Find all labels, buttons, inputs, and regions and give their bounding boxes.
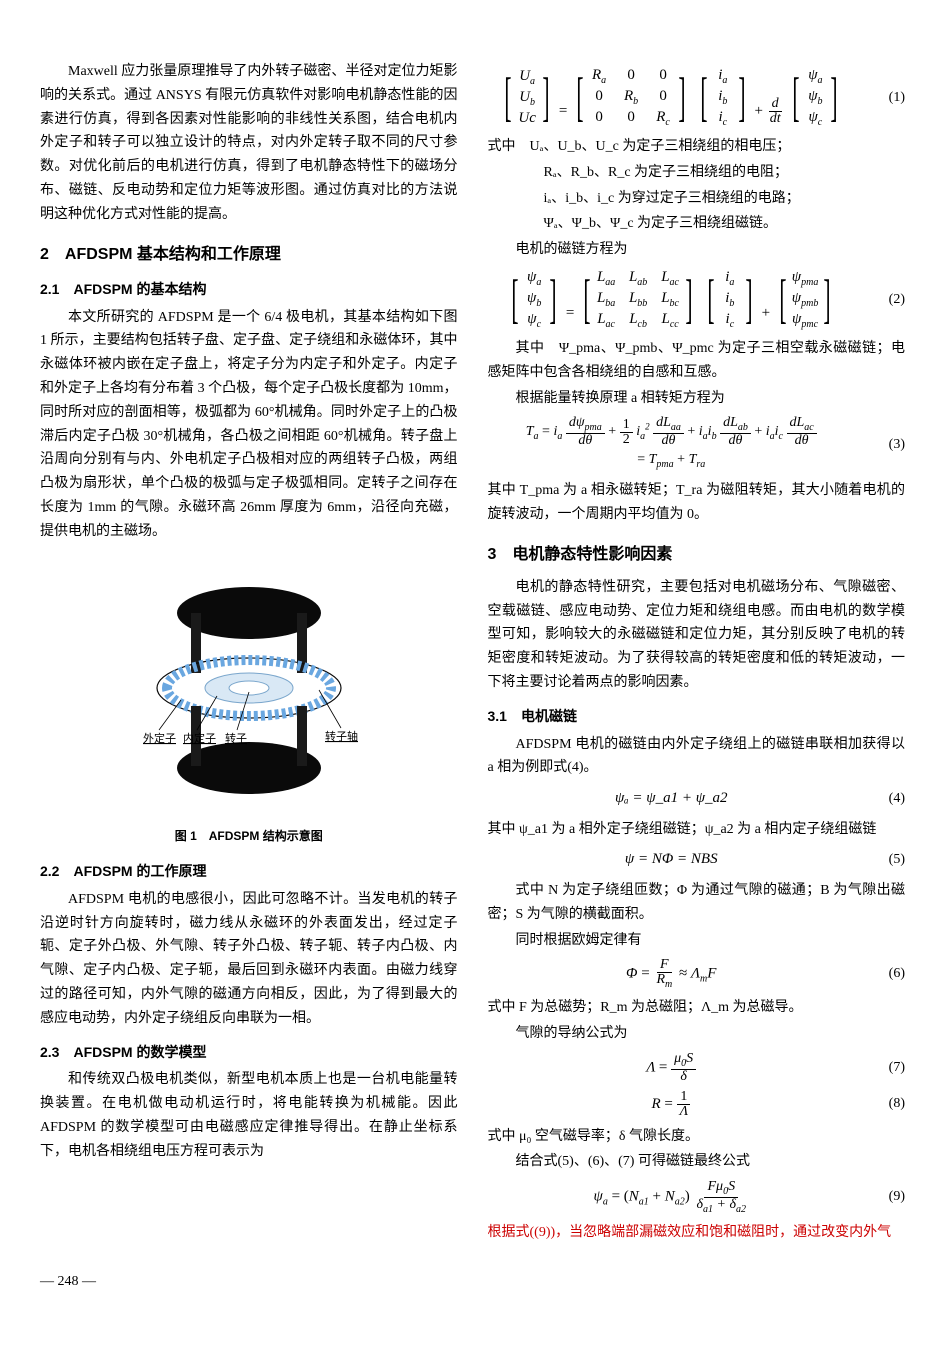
equation-6-number: (6)	[855, 962, 905, 986]
p31a: AFDSPM 电机的磁链由内外定子绕组上的磁链串联相加获得以 a 相为例即式(4…	[488, 733, 906, 781]
equation-2-number: (2)	[855, 288, 905, 312]
section-3-paragraph: 电机的静态特性研究，主要包括对电机磁场分布、气隙磁密、空载磁链、感应电动势、定位…	[488, 576, 906, 695]
section-2-heading: 2 AFDSPM 基本结构和工作原理	[40, 241, 458, 268]
label-shaft: 转子轴	[325, 729, 358, 743]
two-column-layout: Maxwell 应力张量原理推导了内外转子磁密、半径对定位力矩影响的关系式。通过…	[40, 60, 905, 1246]
where-1-line2: Rₐ、R_b、R_c 为定子三相绕组的电阻；	[544, 161, 906, 185]
equation-3: Ta = ia dψpmadθ + 12 ia2 dLaadθ + iaib d…	[488, 416, 906, 473]
flux-eq-intro: 电机的磁链方程为	[488, 238, 906, 262]
equation-1-number: (1)	[855, 86, 905, 110]
p31c: 式中 N 为定子绕组匝数；Φ 为通过气隙的磁通；B 为气隙出磁密；S 为气隙的横…	[488, 879, 906, 927]
truncated-red-line: 根据式((9))，当忽略端部漏磁效应和饱和磁阻时，通过改变内外气	[488, 1221, 906, 1245]
equation-3-number: (3)	[855, 433, 905, 457]
section-3-1-heading: 3.1 电机磁链	[488, 705, 906, 729]
equation-5-number: (5)	[855, 848, 905, 872]
equation-7: Λ = μ0Sδ (7)	[488, 1052, 906, 1084]
p31g: 式中 μ₀ 空气磁导率；δ 气隙长度。	[488, 1125, 906, 1149]
equation-7-number: (7)	[855, 1056, 905, 1080]
equation-9: ψa = (Na1 + Na2) Fμ0Sδa1 + δa2 (9)	[488, 1180, 906, 1215]
p31f: 气隙的导纳公式为	[488, 1022, 906, 1046]
where-1-line4: Ψₐ、Ψ_b、Ψ_c 为定子三相绕组磁链。	[544, 212, 906, 236]
section-2-2-paragraph: AFDSPM 电机的电感很小，因此可忽略不计。当发电机的转子沿逆时针方向旋转时，…	[40, 888, 458, 1031]
equation-9-number: (9)	[855, 1185, 905, 1209]
equation-8-number: (8)	[855, 1092, 905, 1116]
p31b: 其中 ψ_a1 为 a 相外定子绕组磁链；ψ_a2 为 a 相内定子绕组磁链	[488, 818, 906, 842]
equation-4-number: (4)	[855, 787, 905, 811]
equation-2: [ψaψbψc] = [LaaLabLacLbaLbbLbcLacLcbLcc]…	[488, 268, 906, 331]
p31h: 结合式(5)、(6)、(7) 可得磁链最终公式	[488, 1150, 906, 1174]
section-2-2-heading: 2.2 AFDSPM 的工作原理	[40, 860, 458, 884]
where-1-line3: iₐ、i_b、i_c 为穿过定子三相绕组的电路；	[544, 187, 906, 211]
where-1-line1: 式中 Uₐ、U_b、U_c 为定子三相绕组的相电压；	[488, 135, 906, 159]
equation-6: Φ = FRm ≈ ΛmF (6)	[488, 958, 906, 990]
label-inner-stator: 内定子	[183, 731, 216, 745]
afdspm-structure-diagram: 外定子 内定子 转子 转子轴	[119, 558, 379, 818]
p31d: 同时根据欧姆定律有	[488, 929, 906, 953]
equation-5: ψ = NΦ = NBS (5)	[488, 847, 906, 873]
energy-intro: 根据能量转换原理 a 相转矩方程为	[488, 387, 906, 411]
intro-paragraph: Maxwell 应力张量原理推导了内外转子磁密、半径对定位力矩影响的关系式。通过…	[40, 60, 458, 227]
left-column: Maxwell 应力张量原理推导了内外转子磁密、半径对定位力矩影响的关系式。通过…	[40, 60, 458, 1246]
where-2: 其中 Ψ_pma、Ψ_pmb、Ψ_pmc 为定子三相空载永磁磁链；电感矩阵中包含…	[488, 337, 906, 385]
equation-8: R = 1Λ (8)	[488, 1090, 906, 1119]
where-3: 其中 T_pma 为 a 相永磁转矩；T_ra 为磁阻转矩，其大小随着电机的旋转…	[488, 479, 906, 527]
label-rotor: 转子	[225, 731, 247, 745]
right-column: [UaUbUc] = [Ra000Rb000Rc] [iaibic] + ddt…	[488, 60, 906, 1246]
section-2-3-paragraph: 和传统双凸极电机类似，新型电机本质上也是一台机电能量转换装置。在电机做电动机运行…	[40, 1068, 458, 1163]
label-outer-stator: 外定子	[143, 731, 176, 745]
equation-4: ψₐ = ψ_a1 + ψ_a2 (4)	[488, 786, 906, 812]
figure-1-caption: 图 1 AFDSPM 结构示意图	[40, 826, 458, 846]
section-2-1-paragraph: 本文所研究的 AFDSPM 是一个 6/4 极电机，其基本结构如下图 1 所示，…	[40, 306, 458, 544]
section-2-1-heading: 2.1 AFDSPM 的基本结构	[40, 278, 458, 302]
section-3-heading: 3 电机静态特性影响因素	[488, 541, 906, 568]
p31e: 式中 F 为总磁势；R_m 为总磁阻；Λ_m 为总磁导。	[488, 996, 906, 1020]
equation-1: [UaUbUc] = [Ra000Rb000Rc] [iaibic] + ddt…	[488, 66, 906, 129]
page-number: — 248 —	[40, 1270, 905, 1294]
section-2-3-heading: 2.3 AFDSPM 的数学模型	[40, 1041, 458, 1065]
figure-1: 外定子 内定子 转子 转子轴 图 1 AFDSPM 结构示意图	[40, 558, 458, 846]
